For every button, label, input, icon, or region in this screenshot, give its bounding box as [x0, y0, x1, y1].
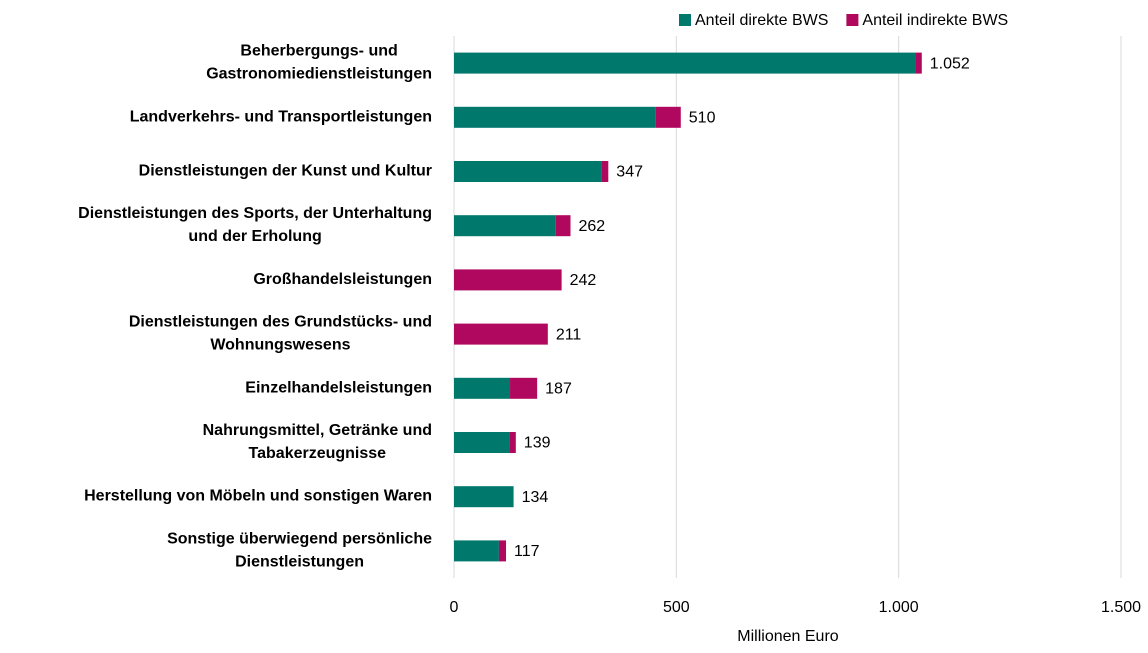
bar-segment: [454, 432, 510, 453]
data-label: 139: [524, 435, 551, 452]
data-label: 347: [616, 164, 643, 181]
y-tick-label-line: Dienstleistungen des Sports, der Unterha…: [78, 205, 432, 222]
bar-segment: [454, 486, 514, 508]
y-tick-label-line: Nahrungsmittel, Getränke und: [203, 422, 432, 439]
data-label: 117: [514, 543, 540, 560]
data-label: 211: [556, 326, 582, 343]
y-tick-label: Landverkehrs- und Transportleistungen: [130, 109, 432, 126]
x-tick-label: 1.000: [879, 599, 919, 616]
bar-segment: [454, 106, 656, 128]
data-label: 187: [545, 381, 572, 398]
x-tick-label: 0: [450, 599, 459, 616]
bar-segment: [454, 377, 511, 399]
y-tick-label-line: Großhandelsleistungen: [253, 271, 432, 288]
y-tick-label-line: Tabakerzeugnisse: [249, 445, 387, 462]
y-tick-label-line: Landverkehrs- und Transportleistungen: [130, 109, 432, 126]
x-axis-title: Millionen Euro: [737, 628, 838, 645]
legend-label: Anteil indirekte BWS: [862, 12, 1008, 29]
data-label: 510: [689, 110, 716, 127]
x-tick-label: 500: [663, 599, 690, 616]
y-tick-label-line: Dienstleistungen: [235, 554, 364, 571]
y-tick-label: Dienstleistungen der Kunst und Kultur: [139, 163, 432, 180]
y-tick-label-line: Dienstleistungen des Grundstücks- und: [129, 314, 432, 331]
bar-segment: [454, 323, 548, 345]
bar-segment: [454, 540, 499, 562]
bar-segment: [454, 161, 602, 182]
y-tick-label-line: Dienstleistungen der Kunst und Kultur: [139, 163, 432, 180]
bar-segment: [601, 161, 609, 182]
bar-segment: [454, 215, 556, 237]
legend-swatch: [846, 14, 859, 26]
y-tick-label-line: und der Erholung: [188, 228, 321, 245]
y-tick-label-line: Herstellung von Möbeln und sonstigen War…: [84, 488, 432, 505]
y-tick-label: Großhandelsleistungen: [253, 271, 432, 288]
y-tick-label: Herstellung von Möbeln und sonstigen War…: [84, 488, 432, 505]
y-tick-label-line: Sonstige überwiegend persönliche: [167, 531, 432, 548]
legend-label: Anteil direkte BWS: [695, 12, 828, 29]
bar-segment: [655, 106, 681, 128]
y-tick-label: Einzelhandelsleistungen: [245, 380, 432, 397]
legend-swatch: [679, 14, 691, 26]
bar-segment: [555, 215, 571, 237]
y-tick-label: Dienstleistungen des Grundstücks- und Woh…: [129, 314, 432, 354]
bar-segment: [454, 52, 916, 74]
y-tick-label-line: Gastronomiedienstleistungen: [206, 66, 432, 83]
bar-segment: [498, 540, 507, 562]
y-tick-label-line: Einzelhandelsleistungen: [245, 380, 432, 397]
bar-segment: [509, 432, 516, 453]
data-label: 134: [522, 489, 549, 506]
y-tick-label: Beherbergungs- und Gastronomiedienstleist…: [206, 43, 432, 83]
bar-segment: [915, 52, 922, 74]
bar-segment: [454, 269, 562, 291]
y-tick-label-line: Wohnungswesens: [210, 337, 350, 354]
y-tick-label: Sonstige überwiegend persönliche Dienstle…: [167, 531, 432, 571]
y-tick-label: Nahrungsmittel, Getränke und Tabakerzeugn…: [203, 422, 432, 462]
bar-segment: [510, 377, 538, 399]
y-tick-label-line: Beherbergungs- und: [240, 43, 397, 60]
x-tick-label: 1.500: [1101, 599, 1141, 616]
data-label: 1.052: [930, 55, 970, 72]
data-label: 242: [570, 272, 597, 289]
y-tick-label: Dienstleistungen des Sports, der Unterha…: [78, 205, 432, 245]
data-label: 262: [579, 218, 606, 235]
